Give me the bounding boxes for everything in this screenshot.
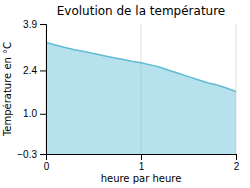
y-axis-tick: 2.4 [23,65,46,76]
tick-label: −0.3 [17,149,37,160]
tick-mark [40,154,46,155]
tick-label: 2.4 [23,65,37,76]
x-axis: 0 1 2 [44,154,240,172]
line [46,43,236,92]
plot-area: 0 1 2 −0.3 1.0 2.4 3.9 [17,19,239,172]
tick-label: 2 [234,161,240,172]
x-axis-line [47,155,237,161]
y-axis-line [40,25,47,155]
tick-mark [236,154,237,160]
x-axis-tick: 0 [44,154,50,172]
y-axis-tick: 3.9 [23,19,46,30]
x-axis-tick: 2 [234,154,240,172]
chart: 0 1 2 −0.3 1.0 2.4 3.9 Evolution de la températ… [0,0,250,188]
x-axis-tick: 1 [139,154,145,172]
tick-mark [40,24,46,25]
y-axis: −0.3 1.0 2.4 3.9 [17,19,46,160]
tick-mark [141,154,142,160]
grid [46,24,236,154]
y-axis-tick: 1.0 [23,108,46,119]
y-axis-tick: −0.3 [17,149,46,160]
y-axis-title: Température en °C [2,42,13,137]
tick-label: 3.9 [23,19,37,30]
tick-label: 1 [139,161,145,172]
tick-label: 1.0 [23,108,37,119]
tick-mark [40,114,46,115]
area [46,43,236,154]
tick-mark [40,70,46,71]
x-axis-title: heure par heure [101,173,182,184]
marks [46,43,236,154]
tick-label: 0 [44,161,50,172]
title: Evolution de la température [57,4,226,18]
